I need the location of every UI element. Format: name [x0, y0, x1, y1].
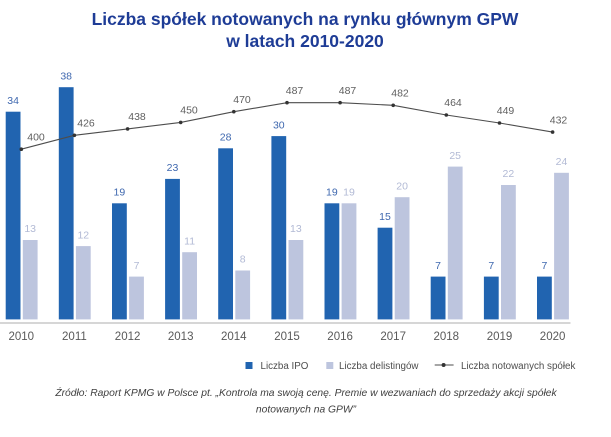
svg-text:2017: 2017: [380, 331, 406, 343]
svg-text:12: 12: [77, 229, 89, 241]
svg-text:8: 8: [240, 254, 246, 266]
svg-text:432: 432: [550, 114, 568, 126]
svg-text:2010: 2010: [9, 331, 35, 343]
svg-text:426: 426: [77, 118, 95, 130]
svg-text:2014: 2014: [221, 331, 247, 343]
svg-text:7: 7: [541, 260, 547, 272]
svg-text:7: 7: [488, 260, 494, 272]
svg-text:487: 487: [286, 85, 304, 97]
svg-text:2020: 2020: [540, 331, 566, 343]
svg-text:2012: 2012: [115, 331, 141, 343]
svg-text:25: 25: [449, 150, 461, 162]
svg-text:7: 7: [134, 260, 140, 272]
svg-text:Liczba delistingów: Liczba delistingów: [339, 361, 419, 372]
svg-text:Źródło: Raport KPMG w Polsce p: Źródło: Raport KPMG w Polsce pt. „Kontro…: [54, 386, 557, 399]
svg-text:22: 22: [503, 168, 515, 180]
svg-text:450: 450: [180, 105, 198, 117]
svg-text:2015: 2015: [274, 331, 300, 343]
svg-text:w latach 2010-2020: w latach 2010-2020: [225, 31, 384, 51]
svg-text:438: 438: [128, 111, 146, 123]
svg-text:19: 19: [326, 187, 338, 199]
svg-text:24: 24: [556, 156, 568, 168]
svg-text:28: 28: [220, 132, 232, 144]
svg-text:34: 34: [7, 95, 19, 107]
svg-text:Liczba spółek notowanych na ry: Liczba spółek notowanych na rynku główny…: [92, 9, 519, 29]
svg-text:23: 23: [167, 162, 179, 174]
svg-text:7: 7: [435, 260, 441, 272]
svg-text:2018: 2018: [434, 331, 460, 343]
svg-text:20: 20: [396, 180, 408, 192]
svg-text:400: 400: [27, 131, 45, 143]
svg-text:464: 464: [444, 97, 462, 109]
svg-text:Liczba notowanych spółek: Liczba notowanych spółek: [461, 361, 575, 372]
svg-text:2019: 2019: [487, 331, 513, 343]
svg-text:487: 487: [339, 85, 357, 97]
svg-text:15: 15: [379, 211, 391, 223]
svg-text:2013: 2013: [168, 331, 194, 343]
svg-text:19: 19: [114, 187, 126, 199]
svg-text:13: 13: [290, 223, 302, 235]
svg-text:470: 470: [233, 94, 251, 106]
svg-text:449: 449: [497, 105, 515, 117]
svg-text:38: 38: [60, 70, 72, 82]
svg-text:2011: 2011: [62, 331, 87, 343]
svg-text:482: 482: [391, 88, 409, 100]
svg-text:13: 13: [24, 223, 36, 235]
svg-text:notowanych na GPW”: notowanych na GPW”: [256, 405, 357, 416]
svg-text:2016: 2016: [327, 331, 353, 343]
svg-text:Liczba IPO: Liczba IPO: [261, 361, 309, 372]
svg-text:19: 19: [343, 187, 355, 199]
svg-text:30: 30: [273, 119, 285, 131]
svg-text:11: 11: [184, 235, 195, 247]
